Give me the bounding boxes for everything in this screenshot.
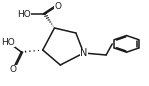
Text: O: O — [9, 65, 16, 74]
Text: N: N — [80, 48, 87, 58]
Text: HO: HO — [17, 9, 30, 18]
Text: HO: HO — [1, 38, 15, 47]
Text: O: O — [54, 2, 61, 11]
